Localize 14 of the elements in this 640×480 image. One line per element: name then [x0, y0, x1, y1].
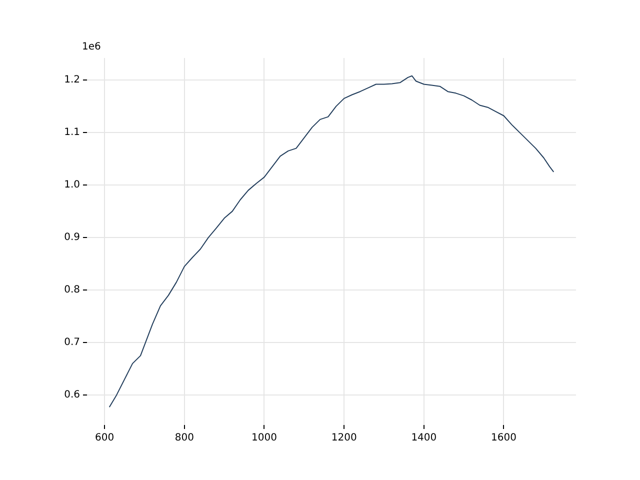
- y-tick-label: 0.6: [64, 390, 80, 401]
- y-tick-label: 1.0: [64, 180, 80, 191]
- x-tick-label: 800: [174, 432, 194, 444]
- y-tick-label: 0.9: [64, 232, 80, 244]
- x-tick-label: 1400: [411, 432, 437, 444]
- y-tick-label: 0.7: [64, 337, 80, 348]
- x-tick-label: 1000: [252, 432, 277, 444]
- x-tick-label: 1200: [331, 432, 357, 444]
- x-tick-label: 600: [95, 432, 114, 444]
- text: 1e6: [82, 42, 101, 53]
- x-tick-label: 1600: [491, 432, 516, 444]
- y-tick-label: 0.8: [64, 284, 80, 296]
- y-tick-label: 1.1: [64, 127, 80, 138]
- y-tick-label: 1.2: [64, 74, 80, 86]
